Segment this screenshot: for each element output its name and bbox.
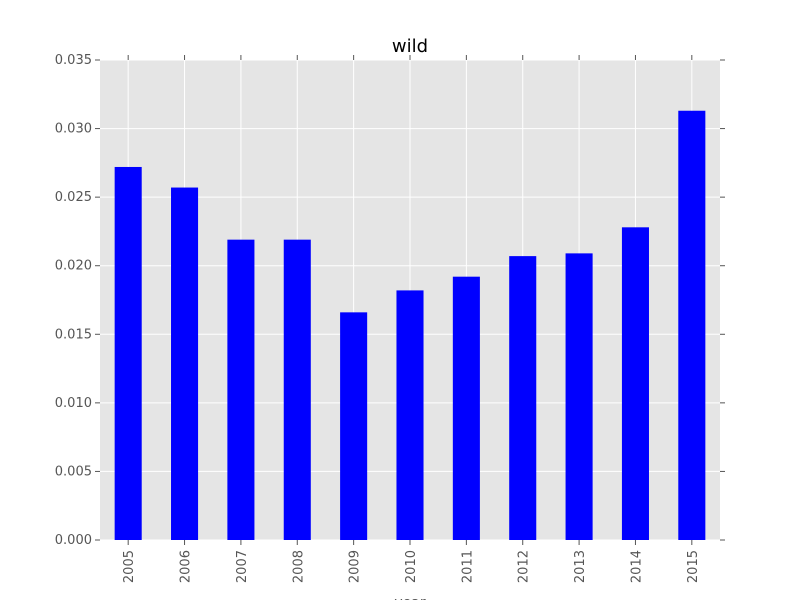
x-tick-label: 2015: [686, 550, 701, 583]
y-tick-label: 0.010: [55, 396, 92, 411]
bar-2014: [621, 227, 649, 541]
y-tick-label: 0.035: [55, 53, 92, 68]
chart-title: wild: [392, 36, 428, 57]
y-tick-label: 0.030: [55, 122, 92, 137]
bar-2007: [227, 239, 255, 540]
y-tick-labels: 0.000 0.005 0.010 0.015 0.020 0.025 0.030 0.035: [55, 53, 92, 548]
x-tick-label: 2007: [235, 550, 250, 583]
x-tick-label: 2006: [179, 550, 194, 583]
x-tick-label: 2008: [291, 550, 306, 583]
bar-2008: [283, 239, 311, 540]
x-tick-label: 2011: [460, 550, 475, 583]
bars: [114, 110, 706, 541]
x-axis-label: year: [394, 595, 425, 600]
y-tick-label: 0.025: [55, 190, 92, 205]
bar-2005: [114, 166, 142, 540]
y-tick-label: 0.005: [55, 464, 92, 479]
bar-2015: [678, 110, 706, 540]
x-tick-label: 2010: [404, 550, 419, 583]
bar-2013: [565, 253, 593, 540]
bar-2011: [452, 276, 480, 540]
bar-2009: [340, 312, 368, 540]
x-tick-label: 2005: [122, 550, 137, 583]
x-tick-label: 2014: [629, 550, 644, 583]
x-tick-label: 2012: [517, 550, 532, 583]
x-tick-labels: 2005 2006 2007 2008 2009 2010 2011 2012 2013 2014…: [122, 550, 701, 583]
y-tick-label: 0.000: [55, 533, 92, 548]
axis-ticks: [95, 55, 725, 545]
y-tick-label: 0.020: [55, 259, 92, 274]
bar-2010: [396, 290, 424, 540]
x-tick-label: 2009: [348, 550, 363, 583]
x-tick-label: 2013: [573, 550, 588, 583]
bar-2006: [171, 187, 199, 541]
bar-2012: [509, 256, 537, 540]
y-tick-label: 0.015: [55, 327, 92, 342]
